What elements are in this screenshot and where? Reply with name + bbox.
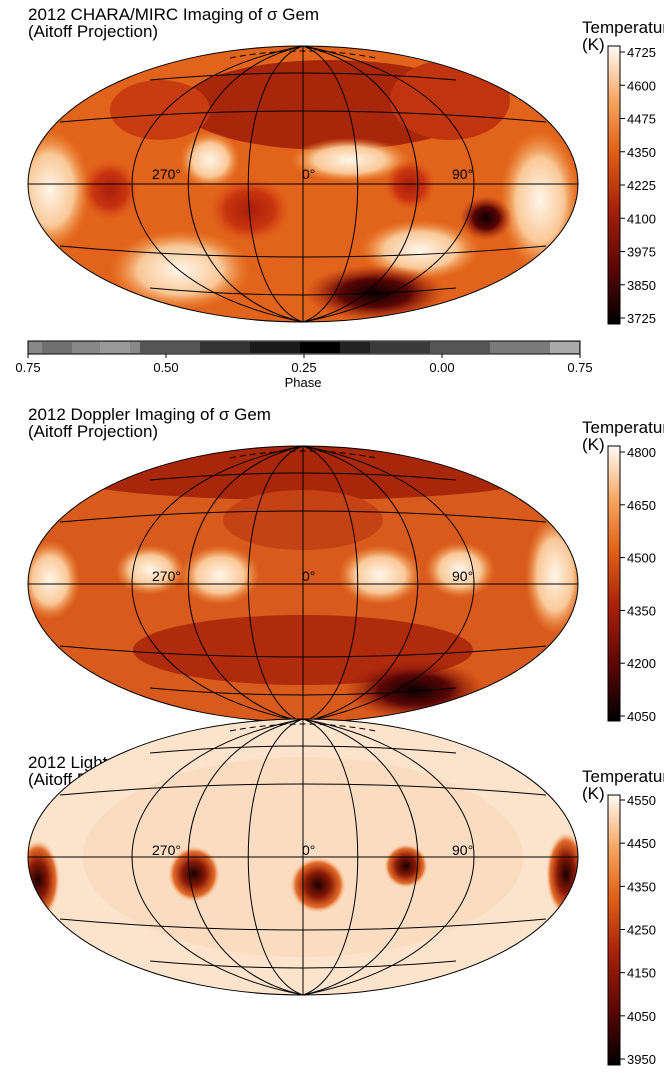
panel-chara-mirc: 2012 CHARA/MIRC Imaging of σ Gem (Aitoff…	[15, 5, 664, 390]
map-3-lon-0: 0°	[302, 842, 315, 858]
colorbar-1-tick-label: 4600	[627, 78, 656, 93]
map-3-lon-90: 90°	[452, 842, 473, 858]
colorbar-2: Temperature (K) 4800 4650 4500 4350 4200 4050	[582, 418, 664, 724]
phase-tick-label: 0.75	[15, 360, 40, 375]
colorbar-3: Temperature (K) 4550 4450 4350 4250 4150 4050…	[582, 767, 664, 1067]
map-1-lon-270: 270°	[152, 166, 181, 182]
map-3-lon-270: 270°	[152, 842, 181, 858]
colorbar-2-tick-label: 4350	[627, 603, 656, 618]
colorbar-1-tick-label: 4475	[627, 112, 656, 127]
colorbar-1-tick-label: 3725	[627, 311, 656, 326]
map-3-grid	[27, 718, 579, 996]
colorbar-1-tick-label: 4225	[627, 178, 656, 193]
colorbar-2-tick-label: 4200	[627, 656, 656, 671]
colorbar-1-ticks: 4725 4600 4475 4350 4225 4100 3975 3850 3725	[620, 45, 656, 326]
panel-1-title: 2012 CHARA/MIRC Imaging of σ Gem	[28, 5, 319, 24]
phase-ticks: 0.75 0.50 0.25 0.00 0.75	[15, 354, 593, 375]
panel-2-title: 2012 Doppler Imaging of σ Gem	[28, 405, 271, 424]
panel-doppler: 2012 Doppler Imaging of σ Gem (Aitoff Pr…	[27, 405, 664, 724]
phase-bar: 0.75 0.50 0.25 0.00 0.75 Phase	[15, 340, 593, 390]
map-1-lon-0: 0°	[302, 166, 315, 182]
colorbar-3-tick-label: 4550	[627, 793, 656, 808]
colorbar-2-ticks: 4800 4650 4500 4350 4200 4050	[620, 445, 656, 724]
panel-light-curve: 2012 Light Curve Imaging of σ Gem (Aitof…	[27, 718, 664, 1067]
colorbar-2-tick-label: 4500	[627, 551, 656, 566]
colorbar-1-tick-label: 4350	[627, 145, 656, 160]
map-2-lon-90: 90°	[452, 568, 473, 584]
colorbar-2-tick-label: 4650	[627, 498, 656, 513]
map-1-grid	[27, 45, 579, 323]
colorbar-1: Temperature (K) 4725 4600 4475 4350 4225 4100…	[582, 18, 664, 326]
colorbar-1-tick-label: 4725	[627, 45, 656, 60]
map-2-lon-0: 0°	[302, 568, 315, 584]
colorbar-2-units: (K)	[582, 435, 605, 454]
panel-1-subtitle: (Aitoff Projection)	[28, 22, 158, 41]
colorbar-3-tick-label: 4450	[627, 836, 656, 851]
map-2-grid	[27, 445, 579, 723]
colorbar-3-tick-label: 4250	[627, 923, 656, 938]
colorbar-3-tick-label: 3950	[627, 1052, 656, 1067]
phase-label: Phase	[285, 375, 322, 390]
colorbar-2-title: Temperature	[582, 418, 664, 437]
phase-tick-label: 0.25	[291, 360, 316, 375]
colorbar-2-tick-label: 4800	[627, 445, 656, 460]
panel-2-subtitle: (Aitoff Projection)	[28, 422, 158, 441]
phase-tick-label: 0.75	[567, 360, 592, 375]
colorbar-1-tick-label: 4100	[627, 211, 656, 226]
colorbar-1-tick-label: 3850	[627, 278, 656, 293]
colorbar-3-ticks: 4550 4450 4350 4250 4150 4050 3950	[620, 793, 656, 1067]
map-2-lon-270: 270°	[152, 568, 181, 584]
colorbar-1-units: (K)	[582, 35, 605, 54]
colorbar-3-units: (K)	[582, 784, 605, 803]
colorbar-2-tick-label: 4050	[627, 709, 656, 724]
phase-tick-label: 0.00	[429, 360, 454, 375]
colorbar-3-tick-label: 4350	[627, 879, 656, 894]
colorbar-1-title: Temperature	[582, 18, 664, 37]
phase-tick-label: 0.50	[153, 360, 178, 375]
map-1-lon-90: 90°	[452, 166, 473, 182]
colorbar-1-tick-label: 3975	[627, 245, 656, 260]
colorbar-3-title: Temperature	[582, 767, 664, 786]
colorbar-3-tick-label: 4050	[627, 1009, 656, 1024]
colorbar-3-tick-label: 4150	[627, 966, 656, 981]
